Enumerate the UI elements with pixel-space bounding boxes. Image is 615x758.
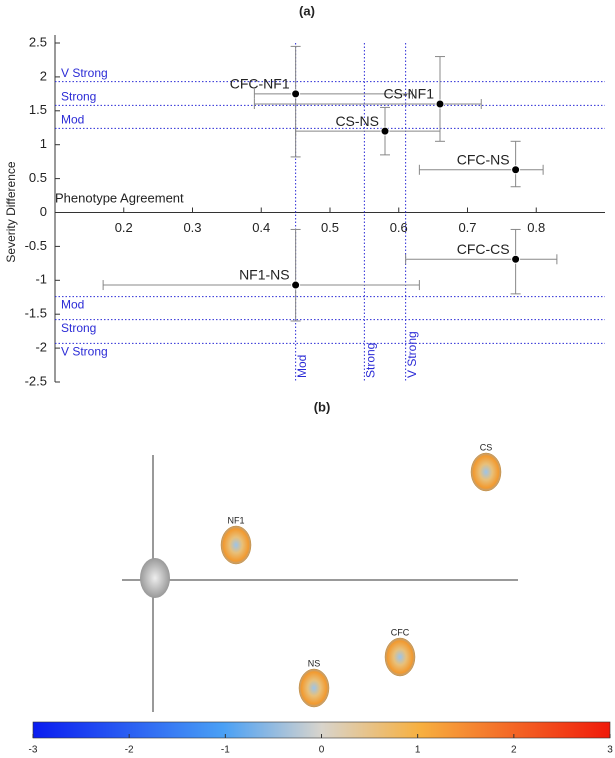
threshold-label: Strong — [61, 90, 96, 104]
y-tick-label: -0.5 — [25, 238, 47, 253]
y-tick-label: 0.5 — [29, 170, 47, 185]
threshold-label: V Strong — [61, 345, 108, 359]
colorbar-tick-label: 3 — [607, 745, 613, 756]
y-tick-label: 0 — [40, 204, 47, 219]
face — [470, 452, 502, 492]
x-tick-label: 0.6 — [390, 220, 408, 235]
panel-a-title: (a) — [299, 3, 315, 18]
point — [511, 165, 521, 175]
face-label: NF1 — [227, 515, 244, 525]
point — [380, 126, 390, 136]
point-label: CFC-NS — [457, 151, 510, 167]
y-tick-label: -2 — [35, 340, 47, 355]
face-label: CFC — [391, 627, 410, 637]
face-label: CS — [480, 442, 493, 452]
colorbar-tick-label: -3 — [29, 745, 38, 756]
x-tick-label: 0.3 — [183, 220, 201, 235]
threshold-label: Strong — [364, 343, 378, 378]
x-axis-label: Phenotype Agreement — [55, 190, 184, 205]
y-tick-label: 2 — [40, 68, 47, 83]
x-tick-label: 0.2 — [115, 220, 133, 235]
y-tick-label: -1.5 — [25, 306, 47, 321]
threshold-label: Mod — [61, 298, 84, 312]
threshold-label: Strong — [61, 321, 96, 335]
point — [291, 89, 301, 99]
x-tick-label: 0.7 — [458, 220, 476, 235]
colorbar-tick-label: -2 — [125, 745, 134, 756]
face — [384, 637, 416, 677]
point-label: CFC-NF1 — [230, 76, 290, 92]
colorbar-tick-label: 1 — [415, 745, 421, 756]
point-label: NF1-NS — [239, 267, 290, 283]
point — [435, 99, 445, 109]
threshold-label: V Strong — [61, 66, 108, 80]
threshold-label: V Strong — [405, 331, 419, 378]
face — [298, 668, 330, 708]
point — [511, 254, 521, 264]
point-label: CS-NF1 — [383, 86, 434, 102]
panel-b-title: (b) — [314, 399, 331, 414]
face — [220, 525, 252, 565]
colorbar-tick-label: -1 — [221, 745, 230, 756]
y-tick-label: -1 — [35, 272, 47, 287]
point-label: CFC-CS — [457, 241, 510, 257]
y-tick-label: 1 — [40, 136, 47, 151]
colorbar-tick-label: 2 — [511, 745, 517, 756]
y-tick-label: 1.5 — [29, 102, 47, 117]
y-axis-label: Severity Difference — [4, 161, 18, 262]
y-tick-label: -2.5 — [25, 373, 47, 388]
x-tick-label: 0.8 — [527, 220, 545, 235]
x-tick-label: 0.5 — [321, 220, 339, 235]
x-tick-label: 0.4 — [252, 220, 270, 235]
colorbar-tick-label: 0 — [319, 745, 325, 756]
threshold-label: Mod — [295, 355, 309, 378]
point-label: CS-NS — [335, 113, 379, 129]
mean-face — [140, 558, 170, 598]
face-label: NS — [308, 658, 321, 668]
y-tick-label: 2.5 — [29, 34, 47, 49]
threshold-label: Mod — [61, 113, 84, 127]
point — [291, 280, 301, 290]
